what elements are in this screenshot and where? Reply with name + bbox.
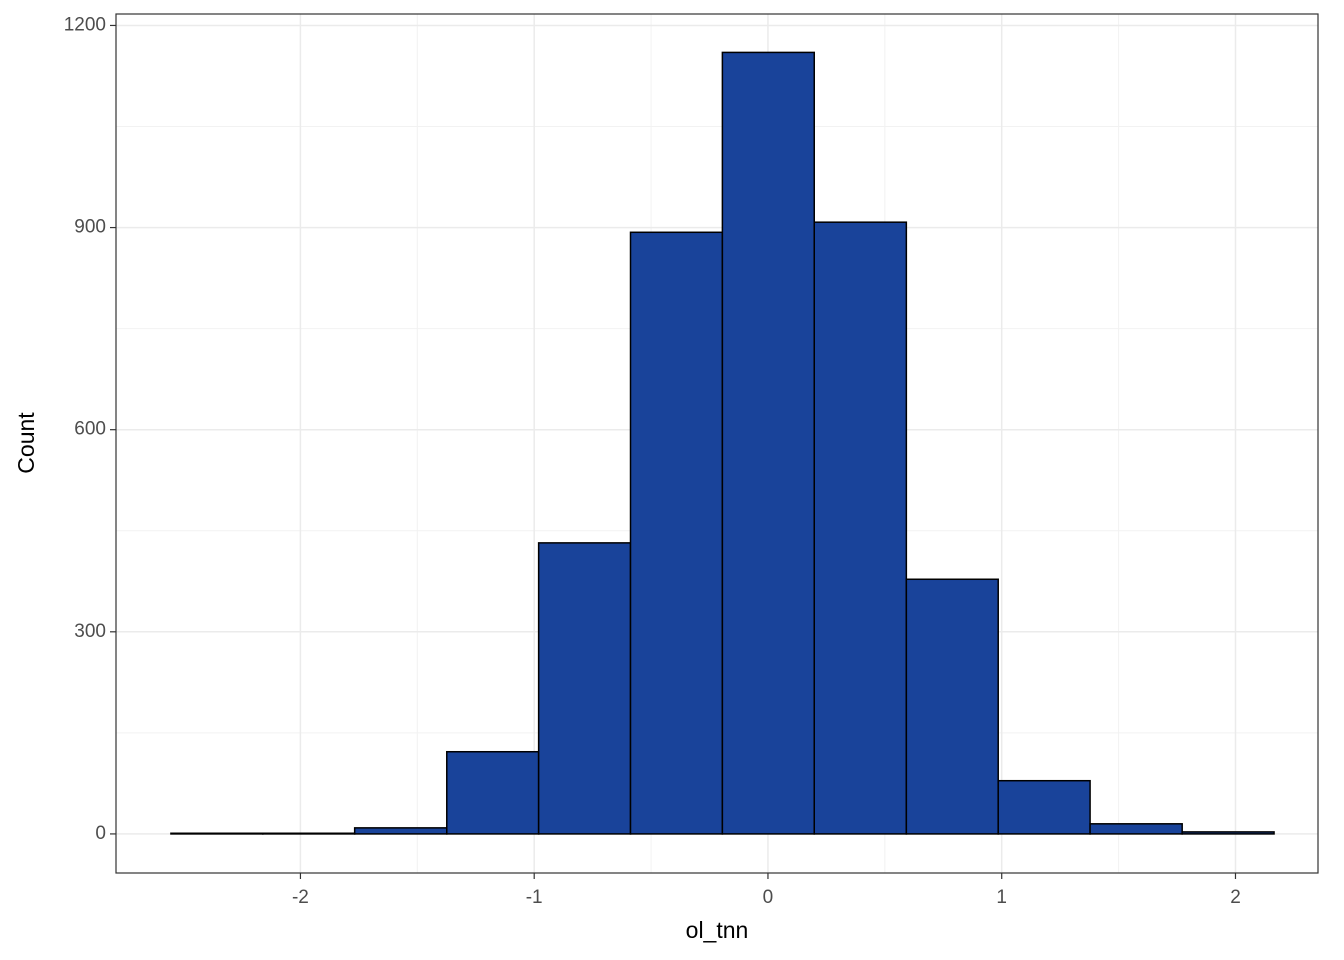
bar bbox=[262, 832, 356, 835]
bar bbox=[813, 221, 908, 835]
y-tick-label: 900 bbox=[74, 217, 106, 238]
x-axis-title: ol_tnn bbox=[686, 917, 749, 943]
bar bbox=[629, 231, 724, 835]
x-tick-label: -2 bbox=[292, 887, 309, 908]
bar bbox=[170, 832, 264, 835]
plot-border bbox=[115, 13, 1319, 874]
bar bbox=[997, 779, 1091, 835]
y-tick-label: 1200 bbox=[64, 14, 106, 35]
bar bbox=[905, 578, 999, 835]
bar bbox=[1089, 823, 1183, 835]
bar bbox=[721, 51, 815, 835]
y-axis-title: Count bbox=[13, 412, 39, 474]
bar bbox=[537, 542, 632, 835]
x-tick-label: 1 bbox=[996, 887, 1007, 908]
y-tick-label: 600 bbox=[74, 419, 106, 440]
y-tick-label: 300 bbox=[74, 621, 106, 642]
y-tick-label: 0 bbox=[95, 823, 106, 844]
x-tick-label: 0 bbox=[763, 887, 774, 908]
bar bbox=[353, 827, 448, 835]
x-tick-label: -1 bbox=[526, 887, 543, 908]
x-tick-label: 2 bbox=[1230, 887, 1241, 908]
bar bbox=[446, 750, 540, 835]
bar bbox=[1181, 831, 1275, 835]
